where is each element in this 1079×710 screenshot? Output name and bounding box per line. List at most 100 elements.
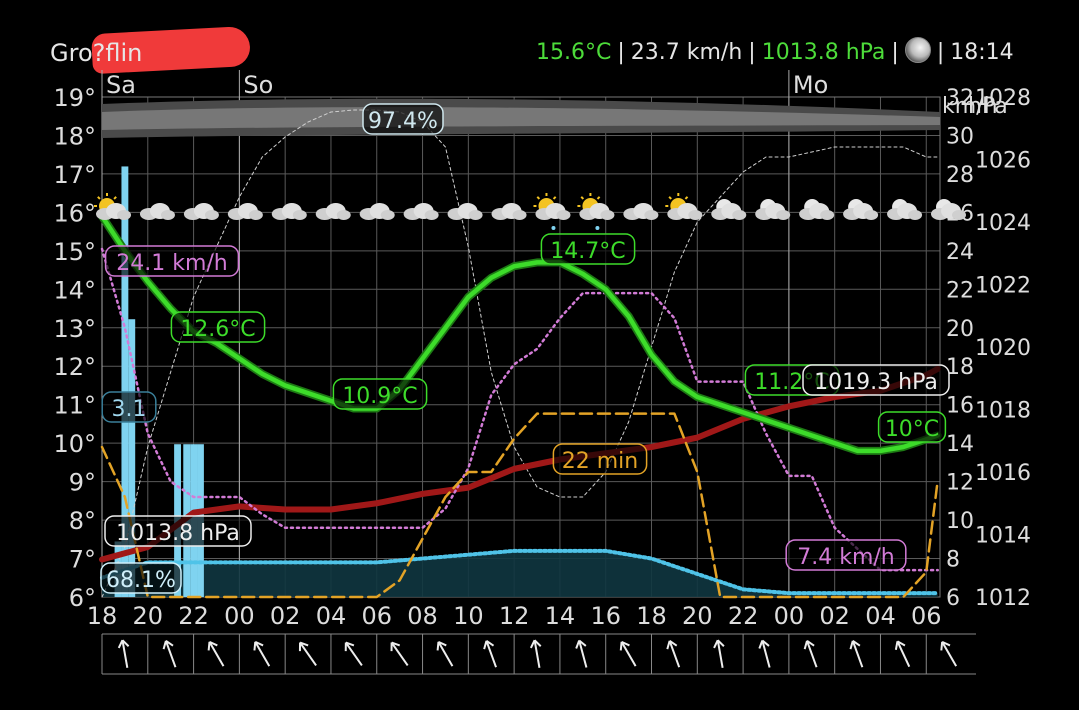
wind-arrow-icon: [436, 640, 454, 667]
cloud-puff: [952, 210, 966, 220]
cloud-puff: [820, 210, 835, 220]
annotation-label: 24.1 km/h: [104, 245, 240, 277]
wind-arrow-head: [666, 640, 678, 650]
annotation-text: 22 min: [562, 449, 638, 474]
cloud-cover-line: [101, 109, 939, 598]
wind-arrow-icon: [117, 639, 130, 668]
temperature-line: [99, 213, 940, 454]
temperature-axis: 6° 7° 8° 9° 10° 11° 12° 13° 14° 15° 16° 17° 18° 19°: [53, 84, 96, 612]
hour-tick-label: 02: [270, 602, 301, 630]
wind-arrow-icon: [713, 639, 725, 668]
cloud-puff: [380, 210, 395, 220]
temperature-tick-label: 13°: [53, 315, 96, 343]
wind-arrow-head: [344, 641, 355, 652]
hour-tick-label: 20: [133, 602, 164, 630]
cloud-puff: [600, 210, 615, 220]
temperature-tick-label: 7°: [69, 546, 96, 574]
moon-cloud-icon: [887, 199, 923, 220]
wind-tick-label: 8: [946, 548, 960, 573]
temperature-tick-label: 19°: [53, 84, 96, 112]
cloud-icon: [139, 203, 175, 220]
annotation-label: 7.4 km/h: [785, 539, 907, 571]
wind-arrow-head: [849, 640, 861, 650]
wind-arrow-shaft: [668, 640, 681, 668]
wind-arrow-head: [207, 640, 218, 651]
temperature-tick-label: 16°: [53, 199, 96, 227]
wind-arrow-icon: [207, 640, 225, 667]
wind-arrow-head: [894, 640, 906, 650]
annotation-label: 10°C: [877, 411, 947, 443]
cloud-cover-band: [102, 98, 940, 138]
wind-arrow-shaft: [851, 640, 864, 668]
temperature-tick-label: 8°: [69, 507, 96, 535]
cloud-icon: [403, 203, 439, 220]
cloud-icon: [227, 203, 263, 220]
temperature-tick-label: 15°: [53, 238, 96, 266]
wind-arrow-shaft: [716, 640, 724, 668]
hour-tick-label: 14: [545, 602, 576, 630]
wind-arrow-icon: [390, 641, 409, 667]
pressure-tick-label: 1028: [975, 86, 1031, 111]
sun-ray: [668, 196, 672, 200]
moon-cloud-icon: [843, 199, 879, 220]
wind-arrow-head: [803, 640, 815, 650]
temperature-tick-label: 14°: [53, 276, 96, 304]
temperature-tick-label: 10°: [53, 430, 96, 458]
current-temperature: 15.6°C: [536, 40, 612, 65]
wind-tick-label: 10: [946, 509, 974, 534]
cloud-puff: [908, 210, 923, 220]
wind-arrow-shaft: [485, 640, 497, 668]
wind-tick-label: 6: [946, 586, 960, 611]
sun-ray: [580, 196, 585, 200]
annotation-label: 1019.3 hPa: [802, 364, 950, 396]
wind-arrow-shaft: [896, 640, 911, 668]
cloud-puff: [248, 210, 263, 220]
wind-arrow-shaft: [164, 640, 177, 668]
sun-ray: [596, 196, 601, 200]
hour-tick-label: 22: [728, 602, 759, 630]
wind-tick-label: 20: [946, 317, 974, 342]
wind-arrow-icon: [849, 640, 864, 668]
sun-cloud-drizzle-icon: [533, 193, 571, 230]
wind-arrow-icon: [344, 641, 363, 667]
hour-tick-label: 18: [87, 602, 118, 630]
annotation-text: 1019.3 hPa: [814, 370, 938, 395]
moon-cloud-icon: [931, 199, 966, 220]
wind-tick-label: 24: [946, 240, 974, 265]
sun-cloud-icon: [665, 193, 703, 220]
annotation-text: 7.4 km/h: [797, 545, 895, 570]
temperature-tick-label: 18°: [53, 122, 96, 150]
cloud-icon: [183, 203, 219, 220]
annotation-label: 14.7°C: [540, 233, 636, 265]
day-label: Sa: [106, 71, 136, 99]
wind-tick-label: 32: [946, 86, 974, 111]
wind-arrow-shaft: [299, 641, 317, 667]
hour-tick-label: 06: [911, 602, 942, 630]
hour-tick-label: 02: [819, 602, 850, 630]
annotation-box: [877, 411, 947, 443]
wind-arrow-head: [619, 640, 630, 651]
cloud-puff: [117, 210, 131, 220]
wind-arrow-icon: [162, 640, 177, 668]
pressure-line: [99, 365, 941, 563]
wind-arrow-icon: [758, 639, 771, 668]
humidity-line: [100, 548, 940, 596]
hour-tick-label: 18: [636, 602, 667, 630]
annotation-box: [552, 443, 648, 475]
precipitation-bar: [128, 319, 136, 597]
pressure-tick-label: 1018: [975, 399, 1031, 424]
wind-arrow-shaft: [806, 640, 818, 668]
cloud-band-inner: [102, 107, 940, 130]
wind-arrow-head: [436, 640, 447, 651]
wind-arrow-head: [483, 640, 495, 650]
weather-icons-row: [94, 193, 966, 230]
temperature-tick-label: 12°: [53, 353, 96, 381]
annotation-box: [100, 562, 182, 594]
cloud-puff: [644, 210, 659, 220]
cloud-icon: [359, 203, 395, 220]
wind-arrow-head: [390, 641, 401, 652]
day-label: So: [243, 71, 273, 99]
cloud-puff: [424, 210, 439, 220]
cloud-puff: [160, 210, 175, 220]
